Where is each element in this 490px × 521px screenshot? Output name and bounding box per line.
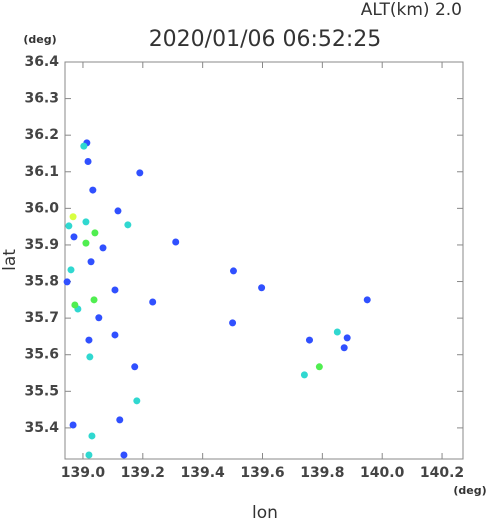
echo-point (258, 284, 266, 292)
y-tick-label: 35.7 (24, 310, 59, 326)
echo-point (71, 301, 79, 309)
y-tick-label: 35.5 (24, 383, 59, 399)
echo-point (120, 451, 128, 459)
y-tick-label: 35.9 (24, 237, 59, 253)
echo-point (80, 142, 88, 150)
echo-point (91, 229, 99, 237)
echo-point (124, 221, 132, 229)
echo-point (84, 158, 92, 166)
echo-point (82, 239, 90, 247)
y-tick-label: 36.2 (24, 127, 59, 143)
y-tick-label: 35.8 (24, 274, 59, 290)
echo-point (69, 213, 77, 221)
echo-point (136, 169, 144, 177)
x-tick-label: 140.0 (360, 465, 405, 481)
x-tick-label: 139.2 (121, 465, 165, 481)
echo-point (85, 451, 93, 459)
x-tick-label: 139.8 (300, 465, 344, 481)
echo-point (87, 258, 95, 266)
echo-point (131, 363, 139, 371)
plot-frame (64, 61, 464, 460)
y-tick-label: 35.4 (24, 420, 59, 436)
chart-title: 2020/01/06 06:52:25 (149, 27, 382, 52)
echo-point (333, 328, 341, 336)
y-tick-label: 36.0 (24, 200, 59, 216)
echo-point (114, 207, 122, 215)
echo-point (69, 421, 77, 429)
echo-point (363, 296, 371, 304)
echo-point (86, 353, 94, 361)
y-tick-label: 36.4 (24, 54, 59, 70)
echo-point (95, 314, 103, 322)
x-tick-label: 139.4 (181, 465, 226, 481)
echo-point (315, 363, 323, 371)
echo-point (67, 266, 75, 274)
x-axis-label: lon (252, 503, 278, 521)
echo-point (133, 397, 141, 405)
echo-point (116, 416, 124, 424)
echo-point (82, 218, 90, 226)
y-tick-label: 36.3 (24, 91, 59, 107)
echo-point (65, 222, 73, 230)
y-unit: (deg) (23, 33, 56, 46)
x-tick-label: 140.2 (420, 465, 464, 481)
x-tick-label: 139.6 (240, 465, 284, 481)
echo-point (300, 371, 308, 379)
echo-point (343, 334, 351, 342)
y-tick-label: 36.1 (24, 164, 59, 180)
echo-point (70, 233, 78, 241)
echo-point (88, 432, 96, 440)
x-tick-label: 139.0 (61, 465, 106, 481)
echo-point (85, 336, 93, 344)
echo-point (63, 278, 71, 286)
echo-point (340, 344, 348, 352)
echo-point (99, 244, 107, 252)
y-tick-label: 35.6 (24, 347, 59, 363)
echo-point (172, 238, 180, 246)
echo-point (111, 331, 119, 339)
echo-point (149, 298, 157, 306)
subtitle: ALT(km) 2.0 (361, 0, 462, 20)
echo-point (111, 286, 119, 294)
echo-point (89, 186, 97, 194)
y-axis-label: lat (0, 249, 20, 271)
echo-point (229, 319, 237, 327)
echo-point (229, 267, 237, 275)
x-unit: (deg) (453, 484, 486, 497)
echo-point (90, 296, 98, 304)
echo-point (305, 336, 313, 344)
